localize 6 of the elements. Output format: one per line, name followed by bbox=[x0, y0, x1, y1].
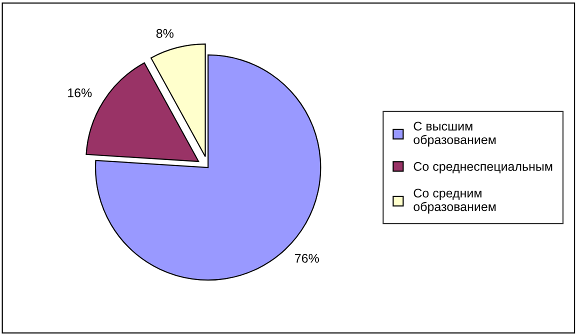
legend-label: Со средним образованием bbox=[414, 188, 496, 214]
data-label: 76% bbox=[295, 254, 319, 263]
data-label: 8% bbox=[156, 28, 174, 38]
data-label: 16% bbox=[68, 88, 92, 98]
legend-label: Со среднеспециальным bbox=[414, 162, 552, 174]
legend-label: С высшим образованием bbox=[414, 122, 496, 147]
